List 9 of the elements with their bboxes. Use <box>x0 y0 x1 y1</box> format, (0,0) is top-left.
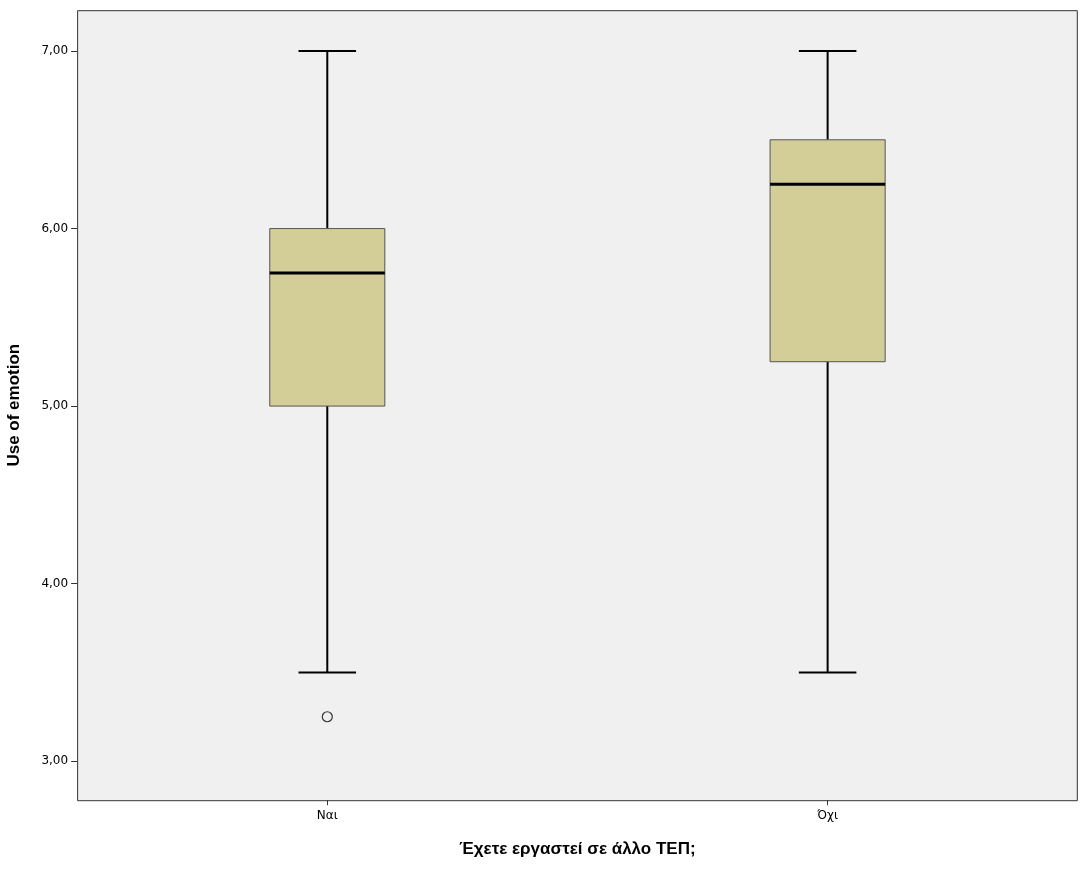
y-tick-label: 4,00 <box>41 575 69 590</box>
x-axis-title: Έχετε εργαστεί σε άλλο ΤΕΠ; <box>459 839 696 859</box>
y-tick-label: 7,00 <box>41 43 69 58</box>
y-tick-label: 6,00 <box>41 220 69 235</box>
y-tick-label: 5,00 <box>41 398 69 413</box>
y-tick-label: 3,00 <box>41 753 69 768</box>
x-tick-label: Ναι <box>316 807 338 822</box>
x-tick-label: Όχι <box>816 807 838 822</box>
y-axis-title: Use of emotion <box>3 343 23 467</box>
